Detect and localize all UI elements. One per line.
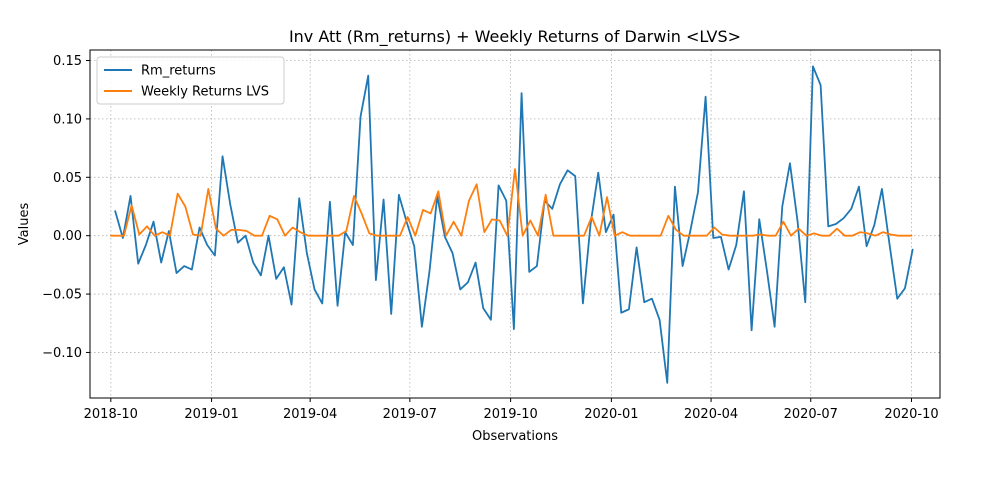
x-tick-label: 2020-04 bbox=[684, 407, 738, 422]
legend: Rm_returns Weekly Returns LVS bbox=[96, 56, 285, 105]
chart-title: Inv Att (Rm_returns) + Weekly Returns of… bbox=[289, 27, 741, 47]
legend-label-rm-returns: Rm_returns bbox=[141, 64, 216, 79]
y-axis-ticks: −0.10 −0.05 0.00 0.05 0.10 0.15 bbox=[42, 54, 90, 361]
series-line-rm-returns bbox=[114, 65, 914, 384]
x-axis-ticks: 2018-10 2019-01 2019-04 2019-07 2019-10 2020-… bbox=[84, 398, 939, 422]
y-tick-label: 0.10 bbox=[53, 112, 82, 127]
legend-frame bbox=[96, 56, 285, 105]
x-tick-label: 2020-10 bbox=[884, 407, 938, 422]
x-tick-label: 2019-07 bbox=[383, 407, 437, 422]
y-tick-label: −0.05 bbox=[42, 288, 82, 303]
x-tick-label: 2020-07 bbox=[784, 407, 838, 422]
series-lines bbox=[109, 65, 914, 384]
x-tick-label: 2019-04 bbox=[283, 407, 337, 422]
legend-label-weekly-returns-lvs: Weekly Returns LVS bbox=[141, 85, 269, 100]
x-tick-label: 2019-10 bbox=[483, 407, 537, 422]
y-tick-label: −0.10 bbox=[42, 346, 82, 361]
x-tick-label: 2019-01 bbox=[184, 407, 238, 422]
y-tick-label: 0.00 bbox=[53, 229, 82, 244]
x-tick-label: 2018-10 bbox=[84, 407, 138, 422]
y-axis-label: Values bbox=[17, 203, 32, 246]
series-line-weekly-returns-lvs bbox=[109, 168, 913, 237]
x-axis-label: Observations bbox=[472, 429, 558, 444]
y-tick-label: 0.05 bbox=[53, 171, 82, 186]
y-tick-label: 0.15 bbox=[53, 54, 82, 69]
x-tick-label: 2020-01 bbox=[584, 407, 638, 422]
plot-frame bbox=[89, 49, 941, 399]
